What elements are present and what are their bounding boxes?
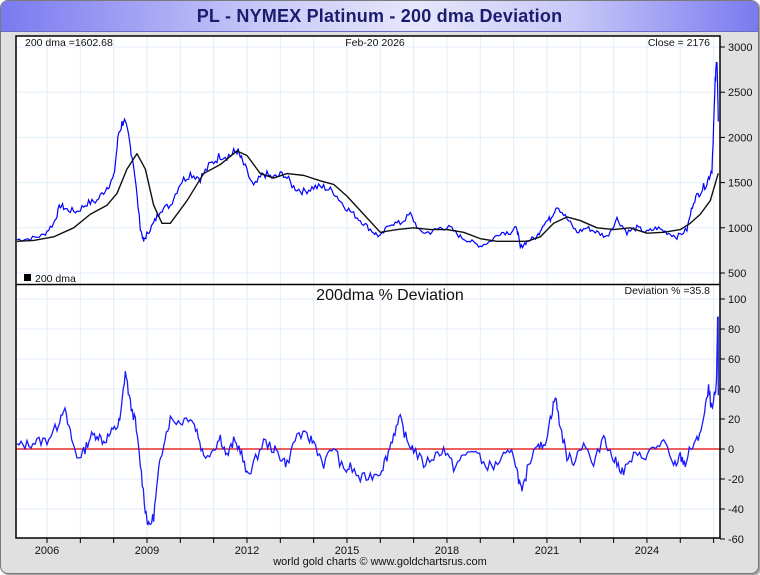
deviation-y-axis: -60 -40 -20 0 20 40 60 80 100 (720, 294, 746, 546)
price-panel-bg (16, 36, 720, 284)
close-value-label: Close = 2176 (648, 37, 710, 49)
deviation-line (16, 316, 719, 526)
x-axis: 2006 2009 2012 2015 2018 2021 2024 (35, 538, 715, 557)
close-price-line (16, 61, 719, 250)
price-y-tick-label: 3000 (728, 42, 752, 54)
legend-label-200dma: 200 dma (35, 273, 76, 285)
deviation-y-tick-label: 60 (728, 354, 740, 366)
price-y-axis: 500 1000 1500 2000 2500 3000 (720, 42, 752, 280)
legend-swatch-200dma (24, 274, 31, 281)
deviation-panel-title: 200dma % Deviation (316, 287, 464, 304)
x-tick-label: 2021 (535, 545, 559, 557)
deviation-y-tick-label: 40 (728, 384, 740, 396)
deviation-y-tick-label: 0 (728, 444, 734, 456)
deviation-y-tick-label: 100 (728, 294, 746, 306)
deviation-y-tick-label: -40 (728, 504, 744, 516)
dma-value-label: 200 dma =1602.68 (25, 37, 113, 49)
price-y-tick-label: 1500 (728, 178, 752, 190)
deviation-y-tick-label: -60 (728, 534, 744, 546)
price-series (16, 61, 719, 250)
x-tick-label: 2006 (35, 545, 59, 557)
dma-200-line (16, 150, 719, 243)
x-tick-label: 2018 (435, 545, 459, 557)
deviation-panel-bg (16, 284, 720, 538)
deviation-y-tick-label: 80 (728, 324, 740, 336)
deviation-y-tick-label: -20 (728, 474, 744, 486)
plot-frame (15, 35, 721, 539)
footer-credit: world gold charts © www.goldchartsrus.co… (273, 556, 487, 568)
deviation-value-label: Deviation % =35.8 (624, 285, 710, 297)
title-bar: PL - NYMEX Platinum - 200 dma Deviation (1, 1, 758, 32)
x-tick-label: 2012 (235, 545, 259, 557)
price-y-tick-label: 2000 (728, 132, 752, 144)
deviation-y-tick-label: 20 (728, 414, 740, 426)
price-y-tick-label: 1000 (728, 223, 752, 235)
price-y-tick-label: 2500 (728, 87, 752, 99)
date-label: Feb-20 2026 (345, 37, 405, 49)
x-tick-label: 2015 (335, 545, 359, 557)
chart-title: PL - NYMEX Platinum - 200 dma Deviation (196, 6, 563, 26)
deviation-series (16, 316, 720, 526)
x-tick-label: 2009 (135, 545, 159, 557)
price-y-tick-label: 500 (728, 268, 746, 280)
x-tick-label: 2024 (635, 545, 659, 557)
